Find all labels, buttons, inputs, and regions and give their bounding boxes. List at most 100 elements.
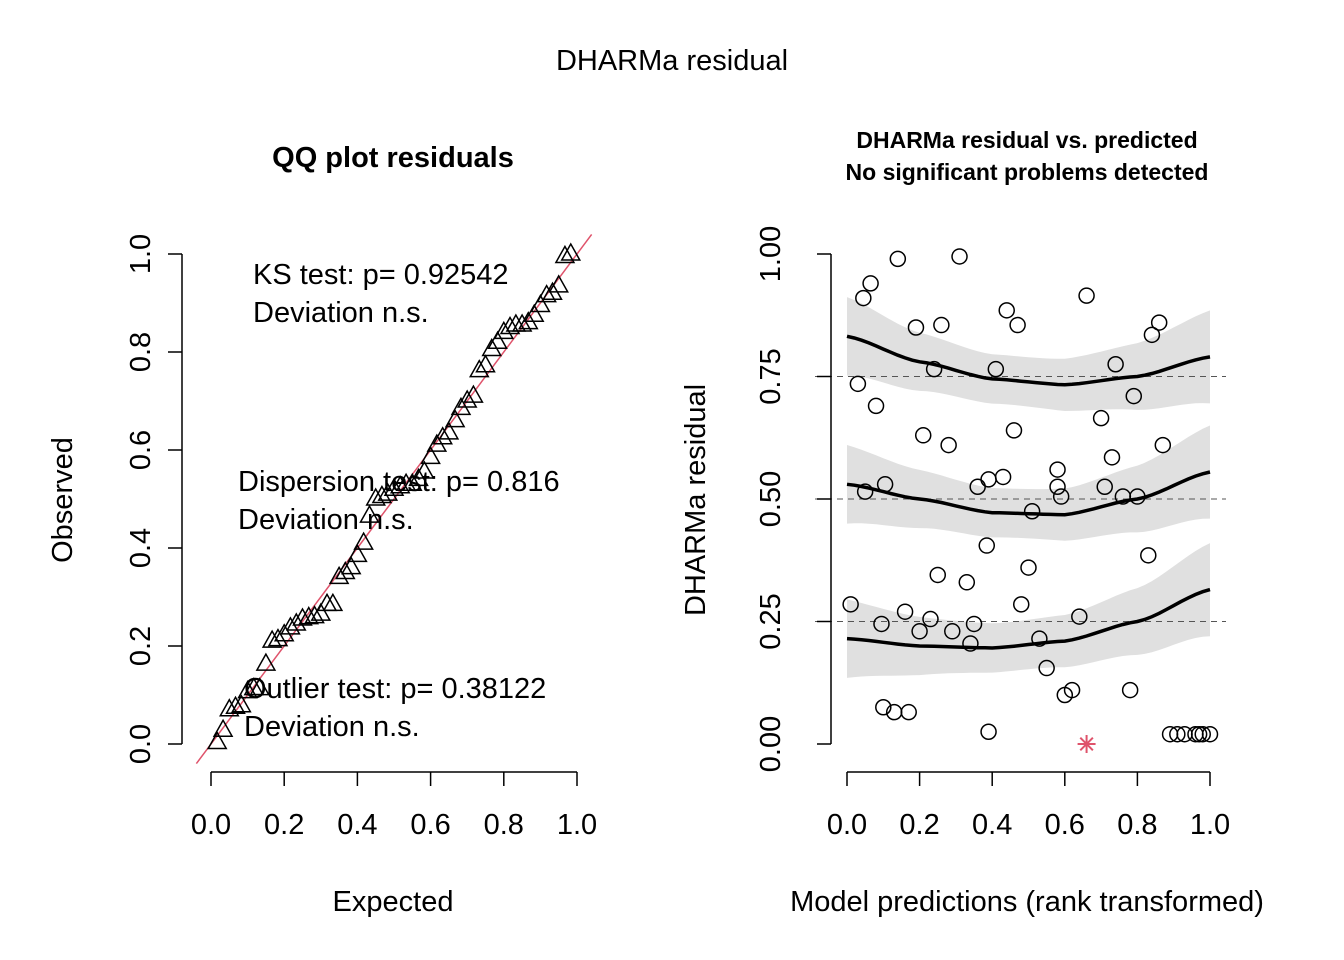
qq-point [511, 313, 533, 332]
rvp-point [1071, 608, 1088, 625]
qq-x-axis-label: Expected [333, 886, 454, 918]
rvp-point [914, 427, 932, 444]
rvp-quantile-curve [846, 587, 1211, 650]
rvp-y-tick-label: 0.00 [755, 716, 787, 772]
rvp-point [958, 574, 976, 591]
rvp-point [940, 436, 957, 454]
qq-point [359, 504, 380, 523]
qq-point [267, 628, 289, 647]
rvp-subtitle: No significant problems detected [846, 159, 1209, 185]
rvp-point [876, 476, 894, 493]
qq-point [304, 605, 325, 624]
qq-point [444, 409, 466, 428]
rvp-quantile-bands [847, 297, 1210, 678]
rvp-point [842, 596, 859, 613]
qq-point [292, 607, 313, 626]
rvp-point [875, 699, 892, 716]
rvp-point [922, 610, 939, 628]
rvp-point [1129, 488, 1146, 505]
qq-point [255, 652, 277, 671]
rvp-confidence-band [847, 297, 1210, 411]
rvp-point [1049, 461, 1066, 478]
rvp-outlier-stroke [1079, 736, 1094, 752]
rvp-y-tick-label: 0.50 [755, 471, 787, 527]
qq-point [499, 315, 521, 335]
rvp-point [1096, 478, 1113, 495]
qq-x-tick-label: 0.0 [191, 809, 231, 841]
qq-point [420, 445, 441, 465]
rvp-point [1063, 681, 1081, 699]
rvp-point [987, 360, 1005, 378]
qq-x-tick-label: 0.2 [264, 809, 304, 841]
qq-annotation-deviation: Deviation n.s. [238, 504, 414, 536]
rvp-point [1031, 630, 1048, 647]
rvp-point [925, 360, 943, 378]
qq-x-tick-label: 0.6 [410, 809, 450, 841]
qq-point [523, 303, 545, 322]
rvp-point [933, 316, 950, 334]
qq-y-tick-label: 0.8 [125, 332, 157, 372]
rvp-point [980, 723, 997, 740]
qq-point [206, 731, 228, 750]
qq-y-tick-label: 0.4 [125, 528, 157, 568]
rvp-point [1125, 387, 1143, 405]
qq-point [328, 565, 350, 585]
rvp-point [998, 302, 1015, 319]
rvp-point [1009, 316, 1026, 334]
rvp-x-tick-label: 0.8 [1117, 809, 1157, 841]
rvp-point [1143, 326, 1161, 344]
rvp-point [1103, 449, 1121, 466]
residual-vs-predicted-panel: DHARMa residual vs. predicted No signifi… [680, 127, 1264, 918]
rvp-point [855, 289, 872, 307]
rvp-y-axis-label: DHARMa residual [680, 384, 712, 616]
qq-y-tick-label: 1.0 [125, 234, 157, 274]
qq-y-axis-label: Observed [47, 437, 79, 563]
qq-point [340, 556, 362, 575]
rvp-x-tick-label: 1.0 [1190, 809, 1230, 841]
rvp-y-tick-label: 0.75 [755, 348, 787, 404]
rvp-point [1049, 478, 1066, 495]
qq-y-tick-label: 0.2 [125, 626, 157, 666]
qq-point [298, 606, 320, 625]
rvp-point [862, 275, 879, 292]
rvp-point [962, 635, 979, 652]
qq-point [310, 602, 332, 621]
qq-point [475, 354, 496, 373]
qq-y-tick-label: 0.0 [125, 724, 157, 764]
qq-y-tick-label: 0.6 [125, 430, 157, 470]
rvp-point [896, 603, 914, 620]
rvp-confidence-band [847, 425, 1210, 541]
rvp-x-tick-label: 0.4 [972, 809, 1012, 841]
rvp-point [1078, 287, 1095, 304]
qq-point [554, 244, 576, 264]
rvp-point [900, 703, 917, 721]
rvp-point [994, 468, 1012, 486]
rvp-point [1154, 436, 1172, 454]
rvp-point [849, 375, 867, 393]
qq-point [335, 560, 356, 580]
qq-annotation-deviation: Deviation n.s. [244, 711, 420, 743]
figure-title: DHARMa residual [556, 45, 788, 77]
rvp-point [980, 471, 997, 488]
rvp-point [1005, 422, 1023, 439]
rvp-point [1023, 503, 1041, 520]
rvp-point [867, 397, 885, 415]
qq-point [468, 359, 490, 378]
rvp-point [1194, 725, 1211, 743]
rvp-point [1012, 596, 1030, 613]
qq-point [402, 472, 423, 492]
rvp-point [978, 537, 996, 554]
rvp-point [1052, 488, 1070, 505]
qq-annotation-test: KS test: p= 0.92542 [253, 259, 509, 291]
qq-point [225, 695, 246, 714]
rvp-y-tick-label: 0.25 [755, 593, 787, 649]
rvp-point [1038, 659, 1055, 677]
rvp-point [1201, 725, 1219, 743]
qq-point [353, 531, 374, 550]
rvp-title: DHARMa residual vs. predicted [856, 127, 1197, 153]
rvp-x-tick-label: 0.2 [899, 809, 939, 841]
qq-annotation-test: Dispersion test: p= 0.816 [238, 466, 560, 498]
qq-point [347, 543, 368, 563]
qq-point [322, 592, 344, 612]
